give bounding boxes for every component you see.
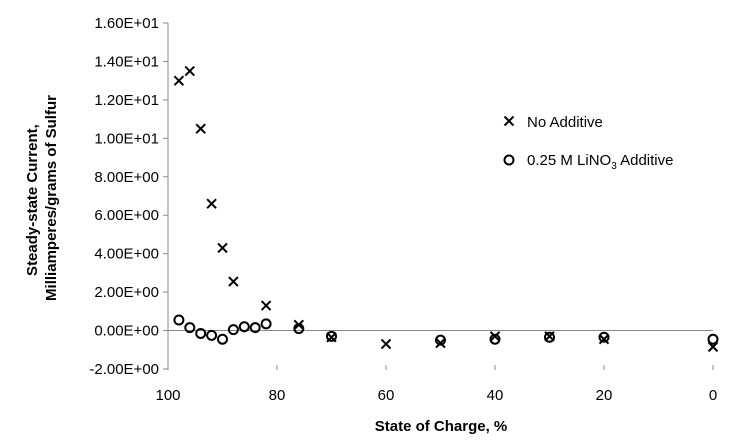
point-lino3-additive [195, 327, 207, 339]
y-tick-label: 8.00E+00 [94, 169, 159, 186]
point-lino3-additive [598, 331, 610, 343]
x-tick-label: 60 [378, 387, 395, 404]
y-axis-title-line-2: Milliamperes/grams of Sulfur [43, 95, 60, 301]
legend: No Additive 0.25 M LiNO3 Additive [503, 114, 673, 172]
point-no-additive [707, 341, 719, 353]
point-lino3-additive [238, 321, 250, 333]
y-tick-label: -2.00E+00 [89, 361, 159, 378]
point-lino3-additive [260, 318, 272, 330]
point-lino3-additive [217, 333, 228, 345]
point-no-additive [489, 331, 501, 342]
point-lino3-additive [326, 330, 337, 342]
x-tick-label: 100 [155, 387, 180, 404]
axes [163, 22, 714, 370]
point-no-additive [380, 338, 392, 350]
point-lino3-additive [544, 331, 555, 343]
point-lino3-additive [293, 323, 305, 335]
y-tick-labels: -2.00E+00 0.00E+00 2.00E+00 4.00E+00 6.00E+0… [89, 15, 159, 378]
point-no-additive [173, 75, 185, 86]
y-axis-title: Steady-state Current, Milliamperes/grams… [24, 95, 60, 301]
x-tick-labels: 100 80 60 40 20 0 [155, 387, 717, 404]
y-tick-label: 4.00E+00 [94, 246, 159, 263]
point-no-additive [195, 123, 206, 134]
legend-marker-lino3 [503, 154, 515, 166]
y-tick-label: 6.00E+00 [94, 207, 159, 224]
point-lino3-additive [206, 329, 218, 341]
data-points [173, 65, 719, 353]
point-lino3-additive [435, 334, 446, 346]
x-tick-label: 40 [487, 387, 504, 404]
point-no-additive [260, 300, 272, 311]
y-tick-label: 1.60E+01 [94, 15, 159, 32]
point-lino3-additive [184, 322, 196, 334]
point-lino3-additive [707, 333, 719, 345]
legend-marker-no-additive [503, 115, 515, 127]
legend-symbol-o [503, 154, 515, 166]
x-tick-label: 80 [269, 387, 286, 404]
point-no-additive [217, 242, 228, 254]
legend-label-lino3-part-1: 0.25 M LiNO [527, 152, 611, 169]
point-no-additive [228, 276, 239, 287]
point-lino3-additive [249, 322, 261, 334]
x-tick-label: 0 [709, 387, 717, 404]
point-lino3-additive [227, 324, 239, 336]
legend-symbol-x [503, 115, 515, 127]
legend-label-lino3-subscript: 3 [611, 161, 617, 172]
y-tick-label: 1.00E+01 [94, 130, 159, 147]
point-no-additive [206, 198, 217, 209]
point-lino3-additive [173, 314, 185, 326]
y-tick-label: 1.20E+01 [94, 92, 159, 109]
y-axis-title-line-1: Steady-state Current, [24, 124, 41, 276]
y-tick-label: 0.00E+00 [94, 323, 159, 340]
point-lino3-additive [489, 333, 501, 345]
point-no-additive [184, 65, 196, 77]
y-tick-label: 2.00E+00 [94, 284, 159, 301]
x-tick-label: 20 [596, 387, 613, 404]
legend-label-lino3-part-2: Additive [617, 152, 674, 169]
y-tick-label: 1.40E+01 [94, 53, 159, 70]
legend-label-lino3: 0.25 M LiNO3 Additive [527, 152, 673, 172]
legend-label-no-additive: No Additive [527, 114, 603, 131]
point-no-additive [598, 333, 610, 345]
point-no-additive [435, 337, 446, 349]
x-axis-title: State of Charge, % [375, 418, 508, 435]
